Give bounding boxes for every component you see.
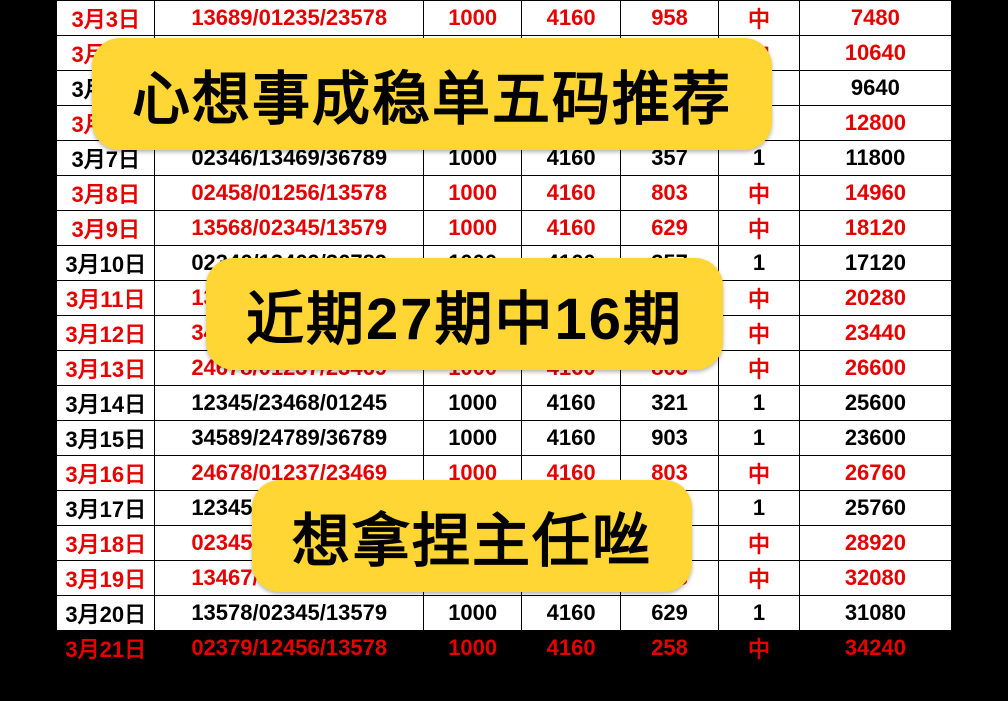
cell-total: 7480 — [799, 1, 951, 36]
cell-total: 31080 — [799, 596, 951, 631]
cell-result: 1 — [719, 421, 800, 456]
cell-v2: 4160 — [522, 1, 620, 36]
cell-date: 3月9日 — [57, 211, 155, 246]
cell-total: 33240 — [799, 666, 951, 701]
cell-total: 34240 — [799, 631, 951, 666]
cell-v2: 4160 — [522, 211, 620, 246]
cell-total: 23600 — [799, 421, 951, 456]
cell-numbers: 02379/12456/13578 — [155, 631, 424, 666]
cell-v1: 1000 — [423, 666, 521, 701]
cell-result: 中 — [719, 281, 800, 316]
cell-v3: 321 — [620, 386, 718, 421]
cell-date: 3月12日 — [57, 316, 155, 351]
cell-total: 32080 — [799, 561, 951, 596]
cell-date: 3月8日 — [57, 176, 155, 211]
table-row: 3月3日13689/01235/2357810004160958中7480 — [57, 1, 952, 36]
cell-v1: 1000 — [423, 386, 521, 421]
cell-numbers: 13578/02345/13579 — [155, 596, 424, 631]
cell-result: 中 — [719, 351, 800, 386]
cell-total: 26600 — [799, 351, 951, 386]
cell-v3: 903 — [620, 421, 718, 456]
cell-total: 9640 — [799, 71, 951, 106]
cell-total: 11800 — [799, 141, 951, 176]
cell-date: 3月17日 — [57, 491, 155, 526]
cell-result: 1 — [719, 596, 800, 631]
cell-date: 3月3日 — [57, 1, 155, 36]
cell-v2: 4160 — [522, 386, 620, 421]
cell-result: 中 — [719, 526, 800, 561]
cell-total: 25760 — [799, 491, 951, 526]
cell-result: 中 — [719, 561, 800, 596]
cell-numbers: 02458/01256/13578 — [155, 176, 424, 211]
cell-date: 3月19日 — [57, 561, 155, 596]
cell-v2: 4160 — [522, 631, 620, 666]
cell-v2: 4160 — [522, 666, 620, 701]
table-row: 3月15日34589/24789/3678910004160903123600 — [57, 421, 952, 456]
cell-numbers: 12345/23468/01245 — [155, 386, 424, 421]
cell-date: 3月15日 — [57, 421, 155, 456]
cell-result: 中 — [719, 631, 800, 666]
cell-total: 12800 — [799, 106, 951, 141]
cell-v1: 1000 — [423, 596, 521, 631]
cell-date: 3月22日 — [57, 666, 155, 701]
cell-result: 中 — [719, 316, 800, 351]
cell-total: 25600 — [799, 386, 951, 421]
cell-result: 1 — [719, 386, 800, 421]
cell-result: 中 — [719, 456, 800, 491]
cell-v2: 4160 — [522, 596, 620, 631]
overlay-title-3: 想拿捏主任咝 — [252, 480, 692, 592]
table-row: 3月22日01568/23478/2468910004160341133240 — [57, 666, 952, 701]
cell-total: 26760 — [799, 456, 951, 491]
cell-v3: 341 — [620, 666, 718, 701]
cell-date: 3月10日 — [57, 246, 155, 281]
cell-result: 1 — [719, 491, 800, 526]
table-row: 3月21日02379/12456/1357810004160258中34240 — [57, 631, 952, 666]
table-row: 3月8日02458/01256/1357810004160803中14960 — [57, 176, 952, 211]
cell-date: 3月14日 — [57, 386, 155, 421]
cell-total: 20280 — [799, 281, 951, 316]
cell-result: 1 — [719, 246, 800, 281]
cell-date: 3月13日 — [57, 351, 155, 386]
cell-date: 3月18日 — [57, 526, 155, 561]
table-row: 3月14日12345/23468/0124510004160321125600 — [57, 386, 952, 421]
cell-result: 中 — [719, 1, 800, 36]
cell-v1: 1000 — [423, 631, 521, 666]
cell-v3: 258 — [620, 631, 718, 666]
cell-result: 中 — [719, 211, 800, 246]
cell-v1: 1000 — [423, 176, 521, 211]
cell-total: 23440 — [799, 316, 951, 351]
cell-numbers: 13689/01235/23578 — [155, 1, 424, 36]
cell-total: 10640 — [799, 36, 951, 71]
cell-date: 3月20日 — [57, 596, 155, 631]
cell-numbers: 01568/23478/24689 — [155, 666, 424, 701]
cell-date: 3月21日 — [57, 631, 155, 666]
cell-v2: 4160 — [522, 421, 620, 456]
cell-numbers: 13568/02345/13579 — [155, 211, 424, 246]
cell-result: 中 — [719, 176, 800, 211]
cell-v3: 958 — [620, 1, 718, 36]
cell-v3: 803 — [620, 176, 718, 211]
cell-v3: 629 — [620, 596, 718, 631]
cell-numbers: 34589/24789/36789 — [155, 421, 424, 456]
cell-v2: 4160 — [522, 176, 620, 211]
table-row: 3月9日13568/02345/1357910004160629中18120 — [57, 211, 952, 246]
cell-v1: 1000 — [423, 211, 521, 246]
overlay-title-2: 近期27期中16期 — [206, 258, 723, 370]
cell-total: 14960 — [799, 176, 951, 211]
cell-v3: 629 — [620, 211, 718, 246]
cell-date: 3月16日 — [57, 456, 155, 491]
cell-total: 18120 — [799, 211, 951, 246]
cell-v1: 1000 — [423, 421, 521, 456]
cell-total: 28920 — [799, 526, 951, 561]
cell-result: 1 — [719, 666, 800, 701]
table-row: 3月20日13578/02345/1357910004160629131080 — [57, 596, 952, 631]
cell-v1: 1000 — [423, 1, 521, 36]
cell-total: 17120 — [799, 246, 951, 281]
overlay-title-1: 心想事成稳单五码推荐 — [92, 38, 772, 150]
cell-date: 3月11日 — [57, 281, 155, 316]
